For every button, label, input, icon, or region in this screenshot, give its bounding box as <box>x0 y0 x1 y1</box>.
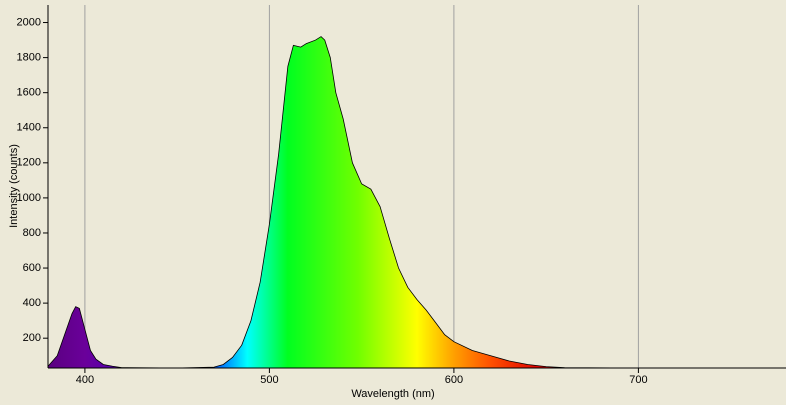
y-tick-label: 1400 <box>17 122 41 134</box>
y-tick-label: 1800 <box>17 52 41 64</box>
y-tick-label: 2000 <box>17 16 41 28</box>
x-axis-label: Wavelength (nm) <box>351 388 434 400</box>
x-tick-label: 500 <box>260 374 278 386</box>
y-tick-label: 1200 <box>17 157 41 169</box>
y-tick-label: 400 <box>23 297 41 309</box>
spectrum-area <box>48 36 786 368</box>
x-tick-label: 600 <box>445 374 463 386</box>
y-tick-label: 800 <box>23 227 41 239</box>
y-tick-label: 1000 <box>17 192 41 204</box>
y-tick-label: 200 <box>23 332 41 344</box>
spectrum-line <box>47 36 786 369</box>
y-tick-label: 1600 <box>17 87 41 99</box>
y-axis-label: Intensity (counts) <box>8 144 20 228</box>
x-tick-label: 400 <box>76 374 94 386</box>
y-tick-label: 600 <box>23 262 41 274</box>
x-tick-label: 700 <box>629 374 647 386</box>
